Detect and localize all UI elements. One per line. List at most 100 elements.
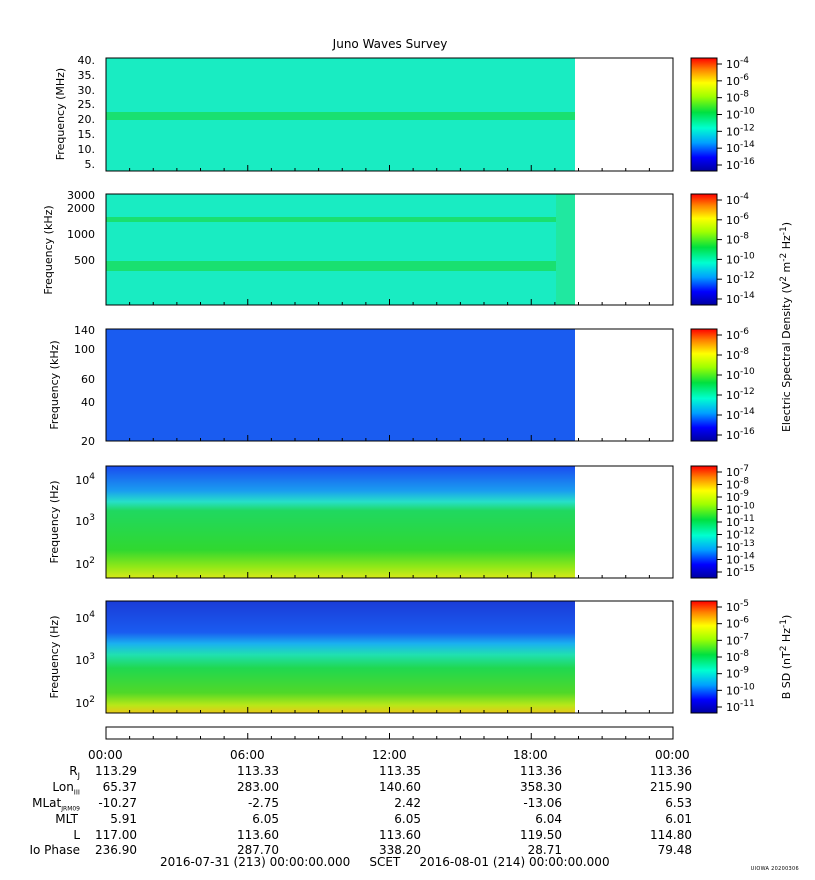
ytick: 40. (78, 54, 96, 67)
ephemeris-value: 5.91 (110, 812, 137, 826)
panel-2-band-b (106, 261, 556, 271)
colorbar-tick-label: 10-9 (726, 666, 749, 681)
ephemeris-value: 283.00 (237, 780, 279, 794)
colorbar-tick-label: 10-6 (726, 212, 749, 227)
time-label: 18:00 (513, 748, 548, 762)
panel-1-mhz: 40. 35. 30. 25. 20. 15. 10. 5. Frequency… (54, 54, 674, 172)
ytick: 40 (81, 396, 95, 409)
colorbar-tick-label: 10-7 (726, 464, 749, 479)
colorbar-tick-label: 10-5 (726, 599, 749, 614)
ytick: 102 (75, 695, 95, 710)
panel-1-yticks: 40. 35. 30. 25. 20. 15. 10. 5. (78, 54, 96, 171)
ephemeris-value: 114.80 (650, 828, 692, 842)
ephemeris-value: 6.04 (535, 812, 562, 826)
ytick: 15. (78, 128, 96, 141)
time-label: 12:00 (372, 748, 407, 762)
ephemeris-value: 140.60 (379, 780, 421, 794)
ephemeris-row: LonIII 65.37 283.00 140.60 358.30 215.90 (0, 780, 700, 796)
ytick: 102 (75, 556, 95, 571)
ephemeris-value: 113.36 (520, 764, 562, 778)
colorbar-tick-label: 10-9 (726, 489, 749, 504)
ytick: 1000 (67, 228, 95, 241)
ytick: 30. (78, 84, 96, 97)
ephemeris-value: 65.37 (102, 780, 137, 794)
ytick: 10. (78, 143, 96, 156)
colorbar-tick-label: 10-8 (726, 90, 749, 105)
ytick: 500 (74, 254, 95, 267)
footer-frame: SCET (369, 855, 401, 869)
ytick: 20. (78, 113, 96, 126)
ephemeris-label: Io Phase (29, 843, 80, 857)
ephemeris-value: 113.60 (237, 828, 279, 842)
colorbar-tick-label: 10-10 (726, 367, 755, 382)
colorbar-tick-label: 10-14 (726, 407, 755, 422)
ytick: 35. (78, 69, 96, 82)
colorbar-label-e: Electric Spectral Density (V2 m-2 Hz-1) (779, 222, 793, 432)
colorbar-tick-label: 10-16 (726, 427, 755, 442)
time-label: 00:00 (88, 748, 123, 762)
colorbar-tick-label: 10-6 (726, 616, 749, 631)
panel-4-ylabel: Frequency (Hz) (48, 481, 61, 564)
ytick: 20 (81, 435, 95, 448)
panel-4-data (106, 466, 575, 578)
colorbar-tick-label: 10-14 (726, 140, 755, 155)
ytick: 60 (81, 373, 95, 386)
colorbar-2 (690, 193, 718, 306)
colorbar-tick-label: 10-10 (726, 251, 755, 266)
colorbar-tick-label: 10-12 (726, 527, 755, 542)
colorbar-1 (690, 57, 718, 172)
colorbar-tick-label: 10-14 (726, 291, 755, 306)
footer-time-range: 2016-07-31 (213) 00:00:00.000 SCET 2016-… (160, 855, 610, 869)
ephemeris-value: 6.05 (394, 812, 421, 826)
ephemeris-label: RJ (69, 764, 80, 781)
colorbar-tick-label: 10-14 (726, 552, 755, 567)
ytick: 5. (85, 158, 96, 171)
colorbars: Electric Spectral Density (V2 m-2 Hz-1) … (690, 57, 793, 714)
credit-stamp: UIOWA 20200306 (750, 866, 799, 872)
colorbar-tick-label: 10-11 (726, 699, 755, 714)
panel-2-ylabel: Frequency (kHz) (42, 205, 55, 294)
panel-5-data (106, 601, 575, 713)
panel-5-ylabel: Frequency (Hz) (48, 616, 61, 699)
colorbar-tick-label: 10-4 (726, 56, 749, 71)
ephemeris-value: -2.75 (247, 796, 279, 810)
panel-2-band-a (106, 217, 556, 222)
ytick: 100 (74, 343, 95, 356)
ephemeris-value: 113.29 (95, 764, 137, 778)
panel-1-ylabel: Frequency (MHz) (54, 68, 67, 160)
ephemeris-label: LonIII (52, 780, 80, 797)
ephemeris-label: L (73, 828, 80, 842)
footer-end: 2016-08-01 (214) 00:00:00.000 (419, 855, 610, 869)
ytick: 104 (75, 472, 95, 487)
time-label: 00:00 (655, 748, 690, 762)
ephemeris-value: 113.60 (379, 828, 421, 842)
ytick: 104 (75, 610, 95, 625)
colorbar-tick-label: 10-10 (726, 107, 755, 122)
dynamic-marks: 10-4 10-6 10-8 10-10 10-12 10-14 10-16 10-4 10-6… (105, 56, 755, 739)
ytick: 3000 (67, 189, 95, 202)
ephemeris-value: 358.30 (520, 780, 562, 794)
time-labels: 00:00 06:00 12:00 18:00 00:00 (0, 748, 700, 764)
ephemeris-value: 6.53 (665, 796, 692, 810)
ephemeris-value: 236.90 (95, 843, 137, 857)
colorbar-tick-label: 10-8 (726, 649, 749, 664)
ephemeris-value: 2.42 (394, 796, 421, 810)
colorbar-5 (690, 600, 718, 714)
colorbar-label-b: B SD (nT2 Hz-1) (779, 615, 793, 700)
footer-start: 2016-07-31 (213) 00:00:00.000 (160, 855, 351, 869)
page-title: Juno Waves Survey (332, 37, 448, 51)
ephemeris-value: 215.90 (650, 780, 692, 794)
ephemeris-value: 287.70 (237, 843, 279, 857)
ephemeris-value: -10.27 (98, 796, 137, 810)
colorbar-tick-label: 10-16 (726, 157, 755, 172)
ephemeris-value: 119.50 (520, 828, 562, 842)
colorbar-tick-label: 10-12 (726, 387, 755, 402)
colorbar-tick-label: 10-15 (726, 564, 755, 579)
panel-2-data (106, 194, 575, 305)
ephemeris-value: 28.71 (527, 843, 562, 857)
colorbar-tick-label: 10-4 (726, 192, 749, 207)
colorbar-tick-label: 10-7 (726, 632, 749, 647)
colorbar-4 (690, 465, 718, 579)
ephemeris-row: MLatJRM09 -10.27 -2.75 2.42 -13.06 6.53 (0, 796, 700, 812)
panel-1-band (106, 112, 575, 120)
